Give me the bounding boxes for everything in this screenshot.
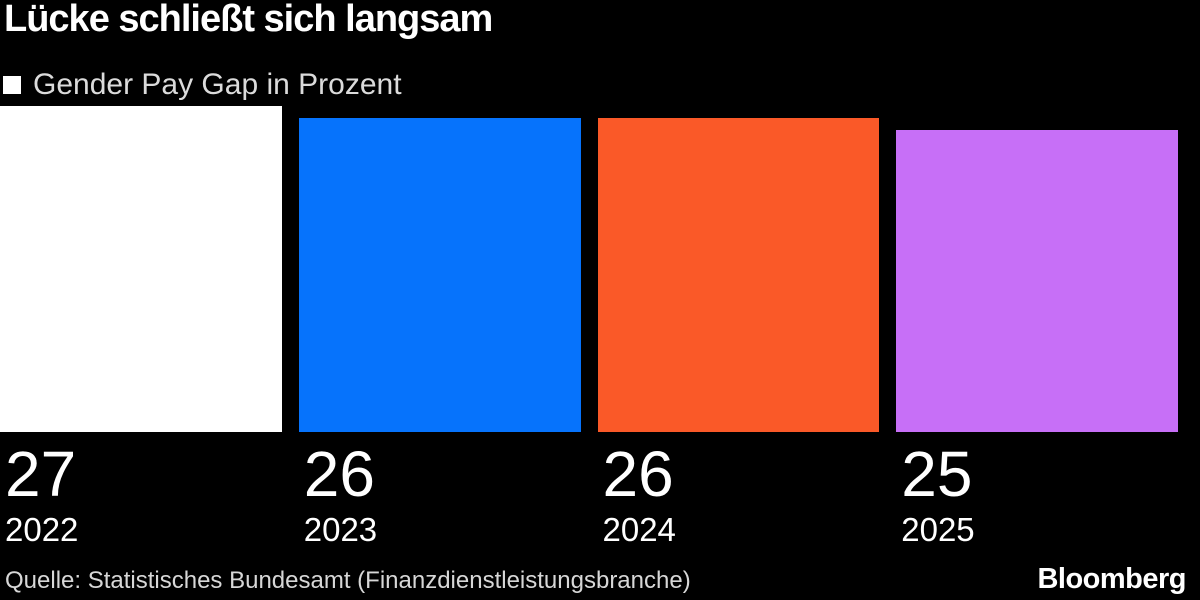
bar-value-label: 26: [303, 438, 375, 510]
legend-swatch-icon: [3, 76, 21, 94]
bar-value-label: 27: [5, 438, 77, 510]
bar-label-group-2024: 26 2024: [598, 432, 880, 546]
bar-2024: [597, 118, 880, 432]
bloomberg-logo: Bloomberg: [1037, 563, 1186, 595]
bar-value-label: 25: [901, 438, 973, 510]
source-text: Quelle: Statistisches Bundesamt (Finanzd…: [5, 567, 691, 594]
bar-label-group-2023: 26 2023: [299, 432, 581, 546]
bar-category-label: 2025: [901, 511, 975, 548]
bar-label-group-2025: 25 2025: [896, 432, 1178, 546]
bar-2023: [298, 118, 581, 432]
bar-2025: [896, 130, 1178, 432]
bar-category-label: 2024: [602, 511, 676, 548]
chart-title: Lücke schließt sich langsam: [4, 0, 493, 40]
legend-label: Gender Pay Gap in Prozent: [33, 68, 402, 101]
legend: Gender Pay Gap in Prozent: [3, 70, 402, 100]
bar-chart-labels: 27 2022 26 2023 26 2024 25 2025: [0, 432, 1178, 546]
bar-category-label: 2022: [5, 511, 79, 548]
bar-chart-plot-area: [0, 106, 1178, 432]
bar-label-group-2022: 27 2022: [0, 432, 282, 546]
bar-category-label: 2023: [303, 511, 378, 548]
bar-2022: [0, 106, 282, 432]
bar-value-label: 26: [602, 438, 674, 510]
footer: Quelle: Statistisches Bundesamt (Finanzd…: [5, 565, 1186, 594]
